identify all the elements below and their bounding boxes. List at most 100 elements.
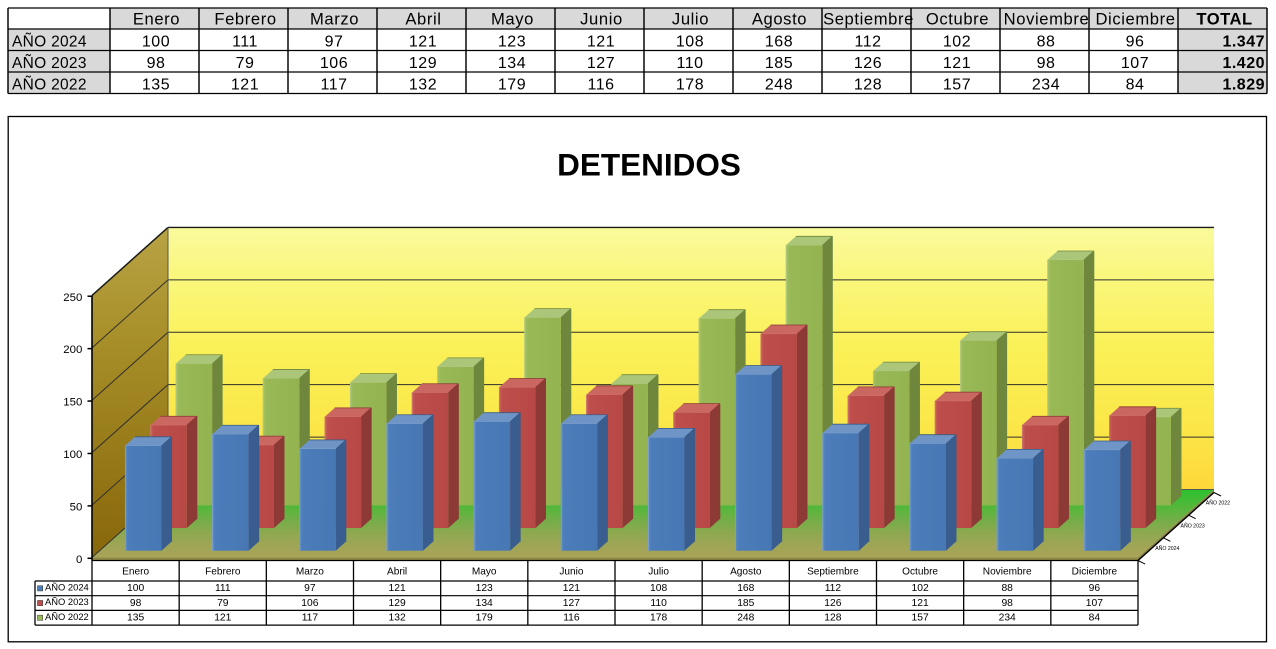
svg-text:110: 110 <box>676 55 703 72</box>
svg-text:AÑO 2024: AÑO 2024 <box>45 582 89 593</box>
svg-text:Noviembre: Noviembre <box>983 567 1032 578</box>
svg-text:234: 234 <box>999 613 1016 624</box>
svg-text:150: 150 <box>63 397 82 409</box>
svg-text:Diciembre: Diciembre <box>1072 567 1118 578</box>
svg-text:127: 127 <box>563 598 580 609</box>
svg-text:AÑO 2022: AÑO 2022 <box>45 611 89 622</box>
svg-text:126: 126 <box>854 55 882 72</box>
svg-text:129: 129 <box>409 55 437 72</box>
svg-text:102: 102 <box>943 33 971 50</box>
svg-text:50: 50 <box>70 502 83 514</box>
svg-text:123: 123 <box>498 33 526 50</box>
svg-text:168: 168 <box>765 33 793 50</box>
svg-text:1.347: 1.347 <box>1222 33 1265 50</box>
svg-text:178: 178 <box>676 76 704 93</box>
svg-text:121: 121 <box>214 613 231 624</box>
svg-text:Diciembre: Diciembre <box>1095 10 1175 29</box>
svg-text:100: 100 <box>63 449 82 461</box>
svg-text:128: 128 <box>854 76 882 93</box>
svg-text:98: 98 <box>1037 55 1056 72</box>
svg-text:0: 0 <box>76 554 82 566</box>
svg-text:Octubre: Octubre <box>902 567 938 578</box>
svg-text:168: 168 <box>737 583 754 594</box>
svg-text:Agosto: Agosto <box>730 567 762 578</box>
svg-text:128: 128 <box>824 613 841 624</box>
svg-text:108: 108 <box>676 33 704 50</box>
svg-text:106: 106 <box>301 598 318 609</box>
svg-text:88: 88 <box>1001 583 1013 594</box>
svg-text:117: 117 <box>320 76 347 93</box>
svg-text:132: 132 <box>389 613 406 624</box>
svg-text:Febrero: Febrero <box>214 10 276 29</box>
svg-text:Enero: Enero <box>133 10 180 29</box>
svg-text:117: 117 <box>302 613 319 624</box>
svg-text:111: 111 <box>215 583 231 594</box>
svg-text:248: 248 <box>765 76 793 93</box>
svg-text:Abril: Abril <box>387 567 407 578</box>
svg-text:112: 112 <box>854 33 881 50</box>
svg-text:134: 134 <box>498 55 526 72</box>
svg-text:179: 179 <box>498 76 526 93</box>
svg-text:Julio: Julio <box>672 10 709 29</box>
svg-text:Septiembre: Septiembre <box>823 10 914 29</box>
svg-text:Junio: Junio <box>580 10 623 29</box>
svg-text:250: 250 <box>63 292 82 304</box>
svg-text:121: 121 <box>587 33 615 50</box>
svg-text:111: 111 <box>232 33 258 50</box>
svg-text:100: 100 <box>127 583 144 594</box>
svg-text:110: 110 <box>650 598 667 609</box>
svg-text:121: 121 <box>912 598 929 609</box>
svg-text:107: 107 <box>1086 598 1103 609</box>
svg-text:1.829: 1.829 <box>1222 76 1265 93</box>
svg-text:98: 98 <box>147 55 166 72</box>
svg-text:178: 178 <box>650 613 667 624</box>
svg-text:Noviembre: Noviembre <box>1004 10 1090 29</box>
svg-text:135: 135 <box>127 613 144 624</box>
svg-text:AÑO 2023: AÑO 2023 <box>12 55 87 72</box>
svg-text:79: 79 <box>236 55 255 72</box>
svg-text:98: 98 <box>1001 598 1013 609</box>
svg-text:1.420: 1.420 <box>1222 55 1265 72</box>
svg-text:96: 96 <box>1126 33 1145 50</box>
svg-text:Febrero: Febrero <box>205 567 241 578</box>
svg-text:135: 135 <box>142 76 170 93</box>
svg-text:127: 127 <box>587 55 615 72</box>
svg-text:Agosto: Agosto <box>752 10 807 29</box>
svg-text:Marzo: Marzo <box>296 567 324 578</box>
svg-text:AÑO 2022: AÑO 2022 <box>1206 500 1230 507</box>
svg-text:179: 179 <box>476 613 493 624</box>
svg-text:DETENIDOS: DETENIDOS <box>557 147 741 183</box>
svg-text:Enero: Enero <box>122 567 149 578</box>
svg-text:96: 96 <box>1089 583 1101 594</box>
svg-text:97: 97 <box>325 33 344 50</box>
svg-text:185: 185 <box>765 55 793 72</box>
svg-text:AÑO 2024: AÑO 2024 <box>1155 545 1179 552</box>
svg-text:107: 107 <box>1121 55 1149 72</box>
svg-text:108: 108 <box>650 583 667 594</box>
svg-text:112: 112 <box>825 583 842 594</box>
svg-text:157: 157 <box>912 613 929 624</box>
svg-text:88: 88 <box>1037 33 1056 50</box>
svg-text:234: 234 <box>1032 76 1060 93</box>
svg-text:126: 126 <box>824 598 841 609</box>
svg-text:AÑO 2023: AÑO 2023 <box>1181 522 1205 529</box>
svg-text:Marzo: Marzo <box>310 10 359 29</box>
svg-text:Junio: Junio <box>559 567 584 578</box>
svg-text:116: 116 <box>587 76 614 93</box>
svg-text:121: 121 <box>409 33 437 50</box>
svg-text:79: 79 <box>217 598 229 609</box>
svg-text:106: 106 <box>320 55 348 72</box>
svg-text:102: 102 <box>912 583 929 594</box>
svg-text:AÑO 2023: AÑO 2023 <box>45 596 89 607</box>
svg-text:84: 84 <box>1126 76 1145 93</box>
svg-text:129: 129 <box>389 598 406 609</box>
svg-text:AÑO 2022: AÑO 2022 <box>12 76 87 93</box>
svg-text:Abril: Abril <box>405 10 441 29</box>
svg-text:134: 134 <box>476 598 493 609</box>
svg-text:AÑO 2024: AÑO 2024 <box>12 33 87 50</box>
svg-text:200: 200 <box>63 344 82 356</box>
svg-text:116: 116 <box>563 613 580 624</box>
svg-text:Julio: Julio <box>648 567 669 578</box>
svg-text:Mayo: Mayo <box>472 567 497 578</box>
svg-text:121: 121 <box>389 583 406 594</box>
